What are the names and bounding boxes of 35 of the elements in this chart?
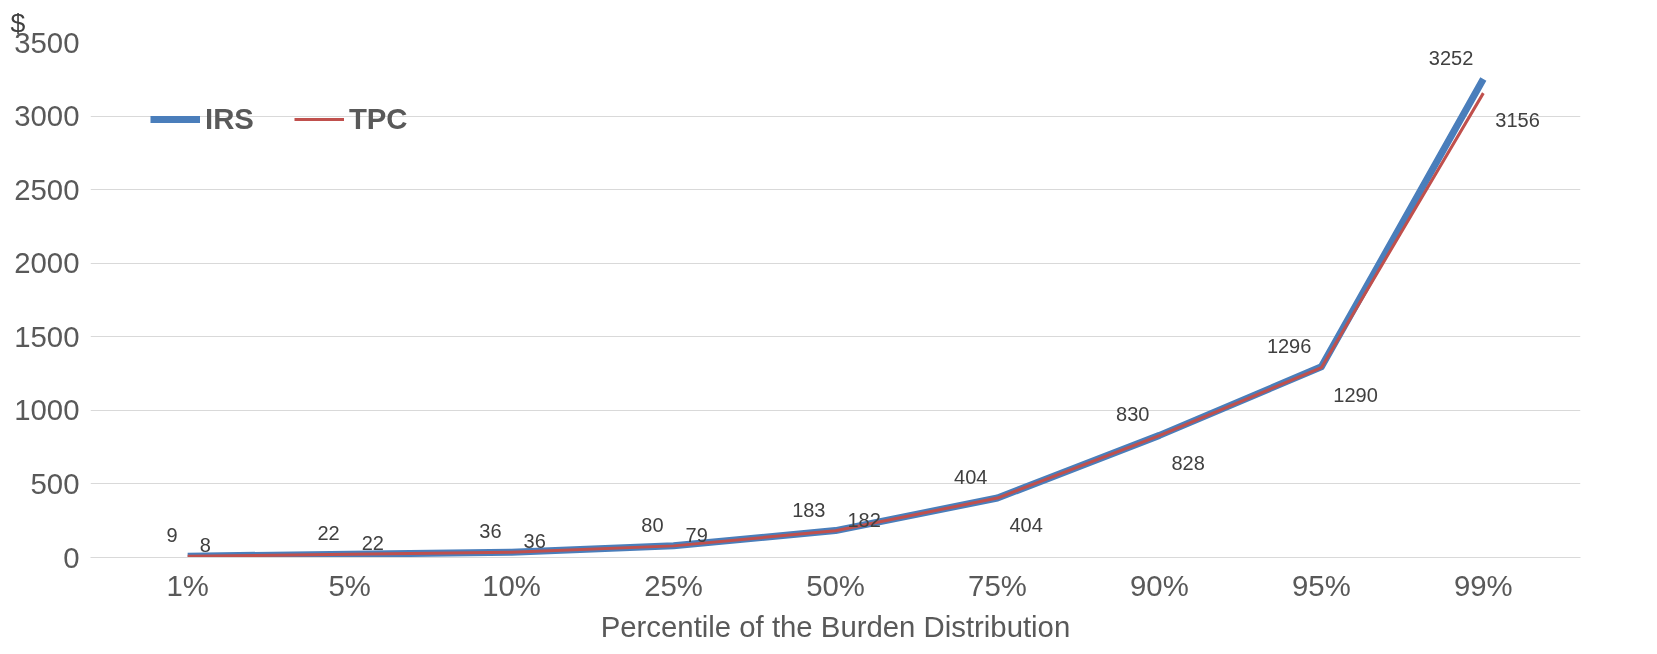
x-tick-label: 25%	[644, 568, 703, 602]
legend-label: TPC	[348, 102, 408, 136]
y-tick-label: 3000	[14, 99, 80, 133]
x-tick-label: 95%	[1292, 568, 1351, 602]
y-tick-label: 2000	[14, 246, 80, 280]
x-tick-label: 1%	[166, 568, 209, 602]
x-tick-label: 75%	[968, 568, 1027, 602]
data-label: 8	[199, 534, 211, 557]
data-label: 3156	[1495, 109, 1540, 132]
data-label: 3252	[1428, 46, 1474, 69]
y-tick-label: 0	[63, 540, 80, 574]
data-label: 9	[166, 524, 178, 547]
data-label: 830	[1116, 403, 1150, 426]
x-tick-label: 50%	[806, 568, 865, 602]
data-label: 80	[641, 513, 664, 536]
data-label: 1290	[1333, 383, 1378, 406]
x-tick-label: 10%	[482, 568, 541, 602]
data-label: 22	[317, 522, 340, 545]
x-axis-title: Percentile of the Burden Distribution	[600, 609, 1071, 643]
legend-label: IRS	[205, 102, 254, 136]
data-label: 36	[523, 530, 546, 553]
y-tick-label: 1000	[14, 393, 80, 427]
data-label: 1296	[1266, 334, 1312, 357]
data-label: 404	[954, 466, 988, 489]
y-tick-label: 1500	[14, 319, 80, 353]
x-tick-label: 90%	[1130, 568, 1189, 602]
data-label: 36	[479, 520, 502, 543]
x-tick-label: 5%	[328, 568, 371, 602]
data-label: 183	[792, 498, 826, 521]
data-label: 828	[1171, 451, 1205, 474]
data-label: 404	[1009, 514, 1043, 537]
data-label: 22	[361, 532, 384, 555]
y-tick-label: 500	[30, 466, 80, 500]
x-tick-label: 99%	[1453, 568, 1513, 602]
y-tick-label: 2500	[14, 172, 80, 206]
